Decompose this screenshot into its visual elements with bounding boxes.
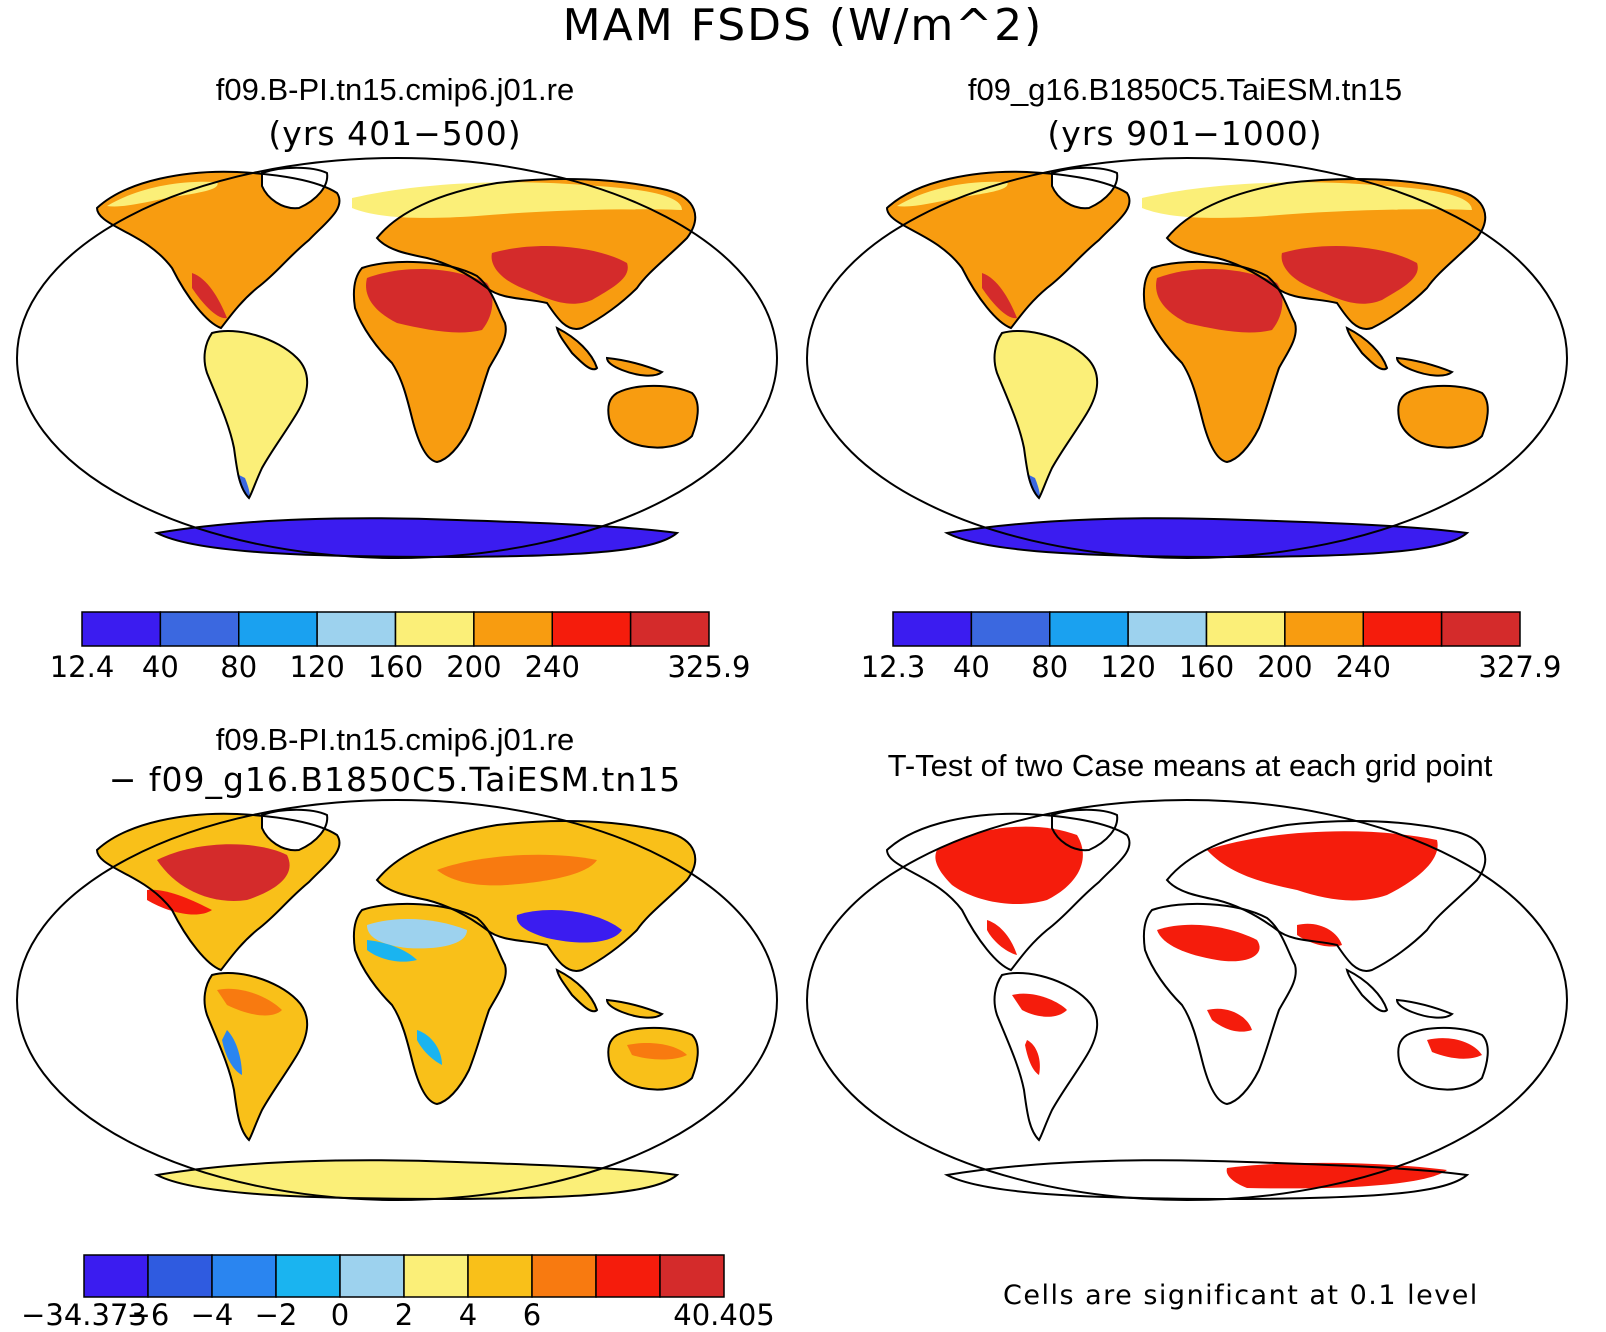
colorbar-swatch <box>403 1254 469 1298</box>
colorbar-swatch <box>629 611 710 647</box>
colorbar-swatch <box>595 1254 661 1298</box>
colorbar-swatch <box>1440 611 1521 647</box>
colorbar-swatch <box>473 611 553 647</box>
colorbar-tick-label: −2 <box>254 1298 298 1332</box>
colorbar-swatch <box>970 611 1051 647</box>
colorbar-tick-label: −34.373 <box>21 1298 147 1332</box>
colorbar-swatch <box>659 1254 725 1298</box>
colorbar-tick-label: 200 <box>446 650 502 684</box>
colorbar-tick-label: 240 <box>524 650 580 684</box>
colorbar-2 <box>892 611 1521 647</box>
colorbar-swatch <box>238 611 318 647</box>
colorbar-swatch <box>551 611 632 647</box>
colorbar-swatch <box>316 611 397 647</box>
panel-3-title: f09.B-PI.tn15.cmip6.j01.re <box>215 722 575 757</box>
colorbar-tick-label: 12.3 <box>860 650 926 684</box>
map-border <box>806 799 1568 1201</box>
colorbar-swatch <box>147 1254 213 1298</box>
panel-2-title: f09_g16.B1850C5.TaiESM.tn15 <box>967 72 1403 107</box>
colorbar-tick-label: 0 <box>330 1298 350 1332</box>
colorbar-tick-label: 327.9 <box>1478 650 1562 684</box>
colorbar-swatch <box>1284 611 1364 647</box>
colorbar-tick-label: 40.405 <box>673 1298 775 1332</box>
colorbar-tick-label: 120 <box>1100 650 1156 684</box>
figure-title: MAM FSDS (W/m^2) <box>562 0 1044 51</box>
colorbar-3 <box>83 1254 725 1298</box>
map-border <box>16 799 778 1201</box>
colorbar-tick-label: 2 <box>394 1298 414 1332</box>
colorbar-swatch <box>531 1254 597 1298</box>
colorbar-tick-label: 6 <box>522 1298 542 1332</box>
panel-2-subtitle: (yrs 901−1000) <box>1047 114 1323 153</box>
colorbar-tick-label: 325.9 <box>667 650 751 684</box>
colorbar-swatch <box>275 1254 341 1298</box>
colorbar-swatch <box>394 611 475 647</box>
colorbar-swatch <box>339 1254 405 1298</box>
colorbar-tick-label: 160 <box>367 650 424 684</box>
colorbar-swatch <box>83 1254 149 1298</box>
panel-4-title: T-Test of two Case means at each grid po… <box>887 748 1493 783</box>
colorbar-tick-label: 240 <box>1335 650 1391 684</box>
map-panel-2 <box>806 157 1568 559</box>
colorbar-swatch <box>211 1254 277 1298</box>
map-panel-4 <box>806 799 1568 1201</box>
map-border <box>806 157 1568 559</box>
colorbar-tick-label: 12.4 <box>49 650 115 684</box>
colorbar-tick-label: 4 <box>458 1298 478 1332</box>
colorbar-swatch <box>1049 611 1129 647</box>
colorbar-swatch <box>1205 611 1286 647</box>
colorbar-tick-label: 80 <box>1031 650 1069 684</box>
colorbar-tick-label: 40 <box>952 650 990 684</box>
significance-note: Cells are significant at 0.1 level <box>1003 1280 1479 1311</box>
colorbar-1 <box>81 611 710 647</box>
map-panel-3 <box>16 799 778 1201</box>
colorbar-tick-label: −6 <box>126 1298 170 1332</box>
colorbar-swatch <box>81 611 162 647</box>
colorbar-swatch <box>467 1254 533 1298</box>
panel-3-subtitle: − f09_g16.B1850C5.TaiESM.tn15 <box>108 760 682 799</box>
panel-1-subtitle: (yrs 401−500) <box>268 114 522 153</box>
colorbar-swatch <box>1127 611 1208 647</box>
colorbar-tick-label: −4 <box>190 1298 234 1332</box>
colorbar-tick-label: 160 <box>1178 650 1235 684</box>
colorbar-tick-label: 120 <box>289 650 345 684</box>
colorbar-tick-label: 200 <box>1257 650 1313 684</box>
panel-1-title: f09.B-PI.tn15.cmip6.j01.re <box>215 72 575 107</box>
map-border <box>16 157 778 559</box>
colorbar-tick-label: 40 <box>141 650 179 684</box>
colorbar-swatch <box>892 611 973 647</box>
map-panel-1 <box>16 157 778 559</box>
colorbar-tick-label: 80 <box>220 650 258 684</box>
colorbar-swatch <box>159 611 240 647</box>
colorbar-swatch <box>1362 611 1443 647</box>
